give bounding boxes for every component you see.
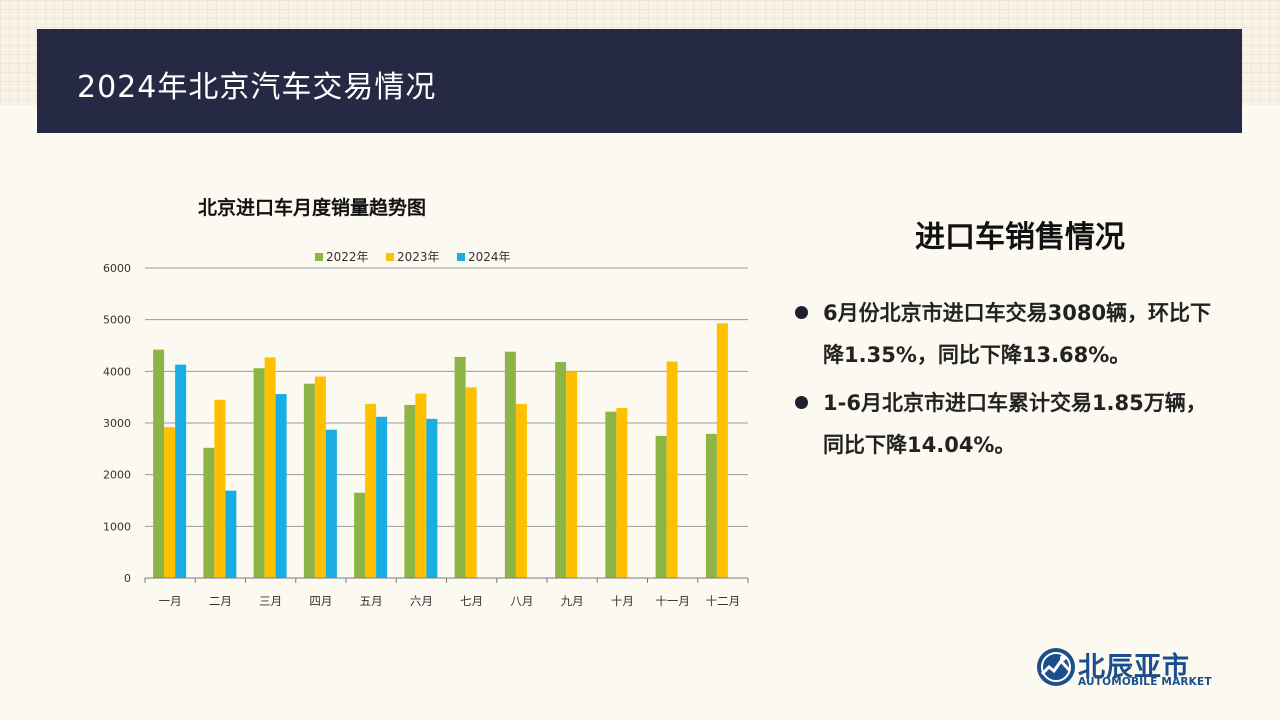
y-tick-label: 1000 xyxy=(103,520,131,533)
bar-2022年 xyxy=(303,383,315,578)
x-tick-label: 七月 xyxy=(460,594,483,608)
bar-2023年 xyxy=(716,323,728,578)
bar-2023年 xyxy=(415,393,427,578)
bar-2024年 xyxy=(225,490,237,578)
x-tick-label: 六月 xyxy=(410,594,433,608)
bar-2023年 xyxy=(314,376,326,578)
bullet-dot-icon xyxy=(795,396,808,409)
bullet-dot-icon xyxy=(795,306,808,319)
bar-2022年 xyxy=(454,356,466,578)
chart-legend: 2022年 2023年 2024年 xyxy=(315,250,511,264)
x-tick-label: 十月 xyxy=(611,594,634,608)
bar-2023年 xyxy=(264,357,276,578)
legend-swatch xyxy=(386,253,394,261)
logo-text-en: AUTOMOBILE MARKET xyxy=(1078,676,1212,688)
x-tick-label: 十一月 xyxy=(655,594,690,608)
bar-2022年 xyxy=(605,411,617,578)
x-tick-label: 五月 xyxy=(360,594,383,608)
bar-2022年 xyxy=(655,435,667,578)
x-tick-label: 二月 xyxy=(209,594,232,608)
bar-2022年 xyxy=(203,447,215,578)
bar-chart: 北京进口车月度销量趋势图 2022年 2023年 2024年 0 1000 2000 30… xyxy=(103,196,749,608)
y-tick-label: 2000 xyxy=(103,469,131,482)
header-banner: 2024年北京汽车交易情况 xyxy=(37,29,1242,133)
y-tick-label: 0 xyxy=(124,572,131,585)
bullet-item: 6月份北京市进口车交易3080辆，环比下降1.35%，同比下降13.68%。 xyxy=(793,292,1223,376)
bar-2023年 xyxy=(566,371,578,578)
logo-text-cn: 北辰亚市 xyxy=(1078,652,1190,683)
x-tick-label: 十二月 xyxy=(706,594,741,608)
bar-2022年 xyxy=(253,368,265,578)
page-title: 2024年北京汽车交易情况 xyxy=(77,70,437,105)
company-logo: 北辰亚市 AUTOMOBILE MARKET xyxy=(1036,645,1212,693)
legend-label: 2024年 xyxy=(468,250,511,264)
bullet-item: 1-6月北京市进口车累计交易1.85万辆，同比下降14.04%。 xyxy=(793,382,1223,466)
bar-2022年 xyxy=(504,351,516,578)
bar-2024年 xyxy=(175,364,187,578)
y-tick-label: 4000 xyxy=(103,365,131,378)
bar-2023年 xyxy=(515,403,527,578)
bar-2023年 xyxy=(465,387,477,578)
legend-label: 2022年 xyxy=(326,250,369,264)
bar-2022年 xyxy=(153,349,165,578)
bar-2023年 xyxy=(666,361,678,578)
bar-2022年 xyxy=(555,362,567,578)
bullet-text: 1-6月北京市进口车累计交易1.85万辆，同比下降14.04%。 xyxy=(823,391,1207,457)
bar-2024年 xyxy=(426,418,438,578)
bar-2024年 xyxy=(325,429,337,578)
y-axis-ticks: 0 1000 2000 3000 4000 5000 6000 xyxy=(103,262,131,585)
x-tick-label: 一月 xyxy=(159,594,182,608)
y-tick-label: 6000 xyxy=(103,262,131,275)
x-tick-label: 四月 xyxy=(309,594,332,608)
bar-2023年 xyxy=(164,427,176,578)
bullet-list: 6月份北京市进口车交易3080辆，环比下降1.35%，同比下降13.68%。 1… xyxy=(793,292,1223,472)
bar-2023年 xyxy=(365,403,377,578)
logo-emblem-icon xyxy=(1037,648,1075,686)
legend-label: 2023年 xyxy=(397,250,440,264)
y-tick-label: 5000 xyxy=(103,314,131,327)
x-tick-label: 九月 xyxy=(561,594,584,608)
y-tick-label: 3000 xyxy=(103,417,131,430)
bar-2022年 xyxy=(354,492,366,578)
bar-2023年 xyxy=(214,399,226,578)
bar-2023年 xyxy=(616,408,628,578)
x-tick-label: 八月 xyxy=(510,594,533,608)
side-title: 进口车销售情况 xyxy=(915,220,1125,255)
bar-2024年 xyxy=(275,394,287,578)
bar-2022年 xyxy=(404,404,416,578)
bullet-text: 6月份北京市进口车交易3080辆，环比下降1.35%，同比下降13.68%。 xyxy=(823,301,1212,367)
x-axis-ticks: 一月 二月 三月 四月 五月 六月 七月 八月 九月 十月 十一月 十二月 xyxy=(144,578,749,608)
bar-2024年 xyxy=(376,416,388,578)
legend-swatch xyxy=(457,253,465,261)
x-tick-label: 三月 xyxy=(259,594,282,608)
legend-swatch xyxy=(315,253,323,261)
bar-2022年 xyxy=(705,433,717,578)
chart-gridlines xyxy=(145,267,748,527)
chart-title: 北京进口车月度销量趋势图 xyxy=(198,196,426,219)
chart-bars xyxy=(153,323,728,578)
